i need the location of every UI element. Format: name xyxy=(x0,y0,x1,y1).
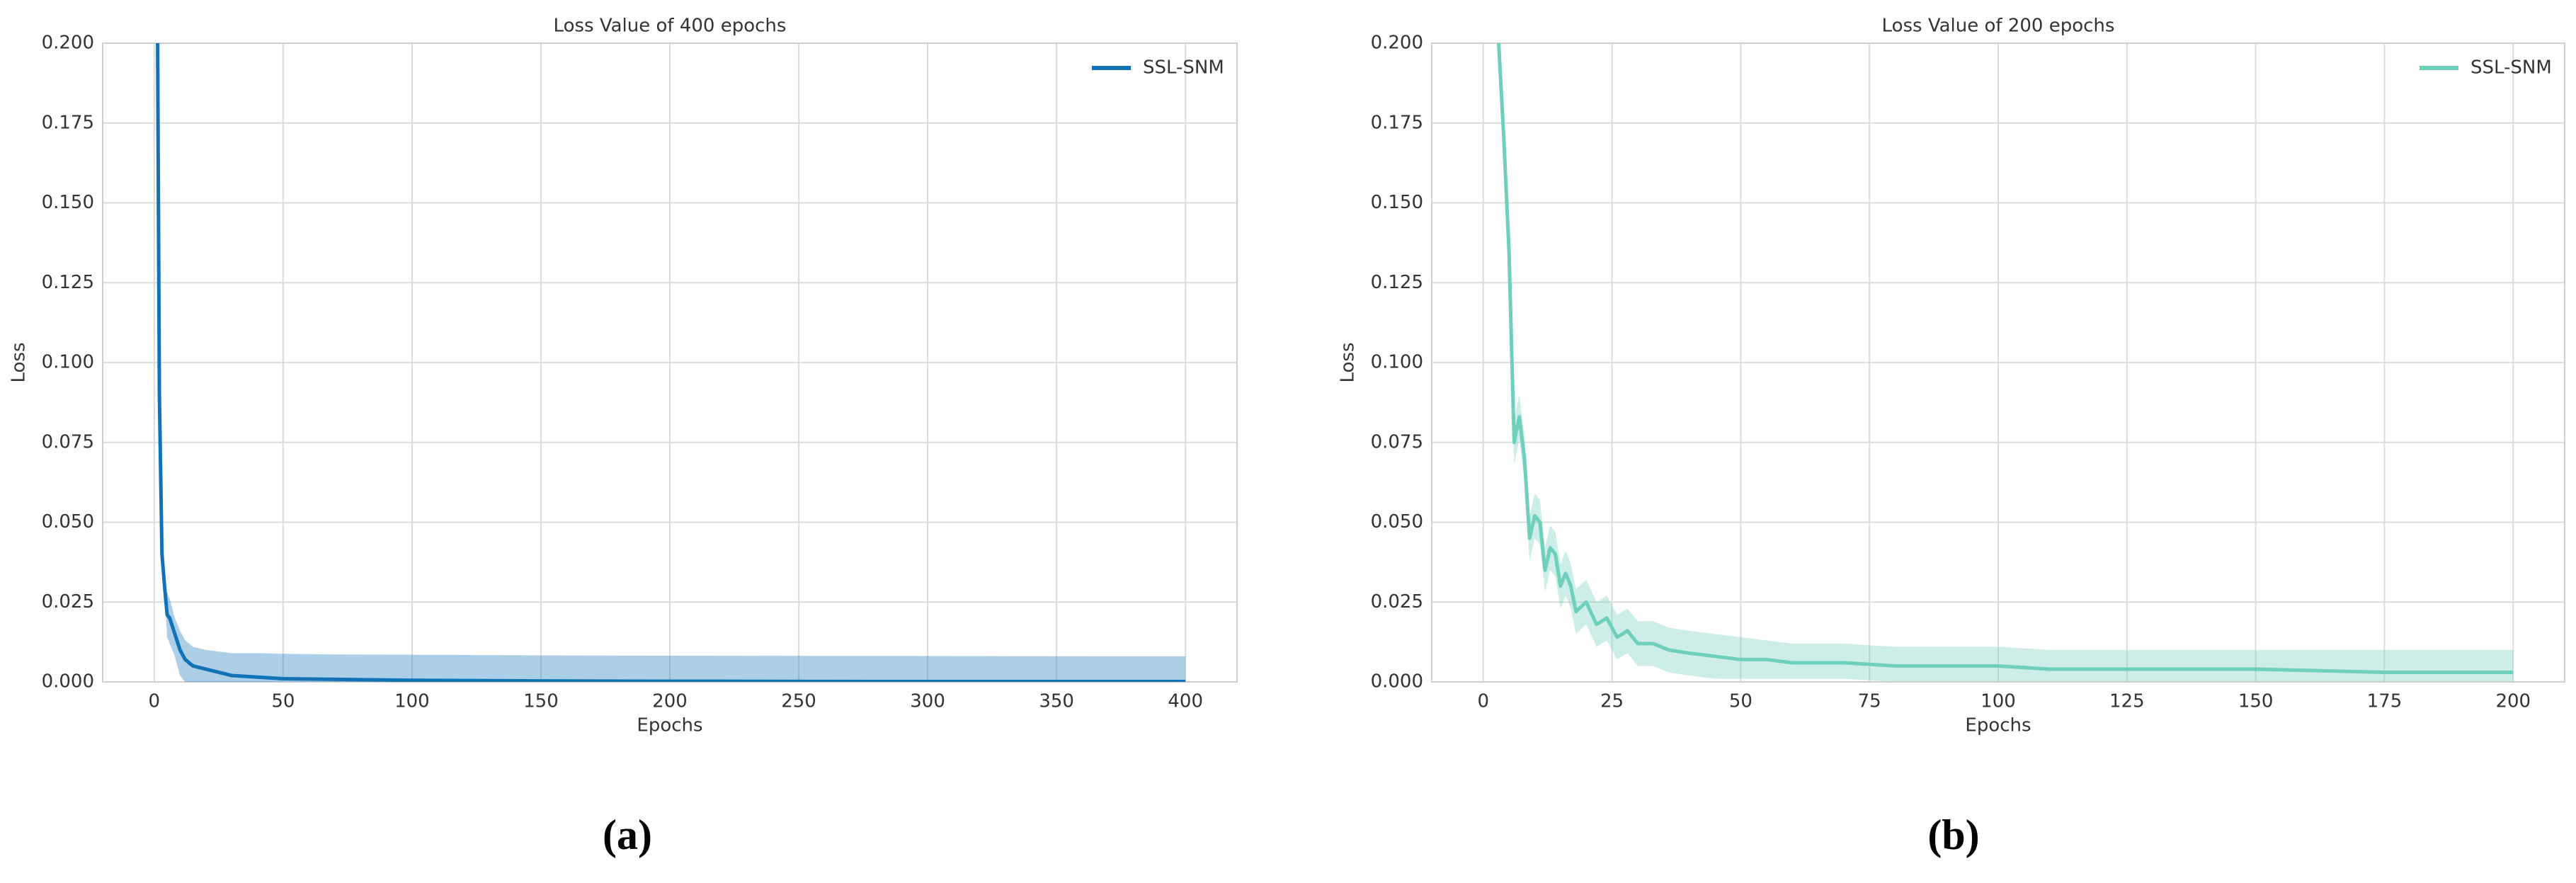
y-tick-label: 0.200 xyxy=(1371,33,1423,54)
x-tick-label: 175 xyxy=(2367,691,2403,712)
y-tick-label: 0.075 xyxy=(42,431,94,452)
plot-frame xyxy=(1431,42,2565,683)
y-tick-label: 0.100 xyxy=(1371,352,1423,373)
y-tick-label: 0.200 xyxy=(42,33,94,54)
line xyxy=(156,43,1186,682)
x-tick-label: 200 xyxy=(652,691,688,712)
y-tick-label: 0.150 xyxy=(42,192,94,213)
x-tick-label: 0 xyxy=(149,691,161,712)
y-tick-label: 0.175 xyxy=(42,112,94,133)
x-tick-label: 50 xyxy=(1729,691,1753,712)
chart: 0.000 0.025 0.050 0.075 0.100 0.125 0.150 0.175… xyxy=(8,16,1238,858)
error-band xyxy=(157,43,1186,682)
y-tick-label: 0.050 xyxy=(42,511,94,532)
y-tick-label: 0.075 xyxy=(1371,431,1423,452)
chart-title: Loss Value of 400 epochs xyxy=(554,16,787,37)
caption: (a) xyxy=(603,811,652,858)
x-tick-label: 250 xyxy=(781,691,816,712)
x-tick-label: 125 xyxy=(2109,691,2145,712)
x-tick-label: 400 xyxy=(1168,691,1203,712)
y-tick-label: 0.025 xyxy=(1371,591,1423,613)
x-axis-label: Epochs xyxy=(1965,715,2031,736)
x-tick-label: 350 xyxy=(1039,691,1074,712)
x-tick-label: 300 xyxy=(910,691,945,712)
y-tick-label: 0.050 xyxy=(1371,511,1423,532)
x-tick-label: 75 xyxy=(1858,691,1881,712)
x-tick-label: 0 xyxy=(1477,691,1489,712)
y-tick-label: 0.125 xyxy=(42,272,94,293)
y-tick-label: 0.100 xyxy=(42,352,94,373)
y-tick-label: 0.150 xyxy=(1371,192,1423,213)
x-axis-label: Epochs xyxy=(637,715,702,736)
x-tick-label: 200 xyxy=(2495,691,2531,712)
x-tick-label: 100 xyxy=(1981,691,2016,712)
x-tick-label: 150 xyxy=(2238,691,2274,712)
chart-title: Loss Value of 200 epochs xyxy=(1882,16,2115,37)
x-tick-label: 100 xyxy=(394,691,430,712)
y-tick-label: 0.125 xyxy=(1371,272,1423,293)
y-tick-label: 0.175 xyxy=(1371,112,1423,133)
line xyxy=(1497,43,2514,674)
caption: (b) xyxy=(1927,811,1979,858)
x-tick-label: 50 xyxy=(271,691,295,712)
y-axis-label: Loss xyxy=(1338,342,1359,382)
y-tick-label: 0.000 xyxy=(1371,671,1423,693)
chart: 0.000 0.025 0.050 0.075 0.100 0.125 0.150 0.175… xyxy=(1338,16,2565,858)
y-tick-label: 0.025 xyxy=(42,591,94,613)
x-tick-label: 150 xyxy=(523,691,559,712)
legend-label: SSL-SNM xyxy=(1143,57,1224,79)
legend-label: SSL-SNM xyxy=(2470,57,2552,79)
y-axis-label: Loss xyxy=(8,342,30,382)
error-band xyxy=(1498,43,2514,682)
x-tick-label: 25 xyxy=(1600,691,1624,712)
y-tick-label: 0.000 xyxy=(42,671,94,693)
